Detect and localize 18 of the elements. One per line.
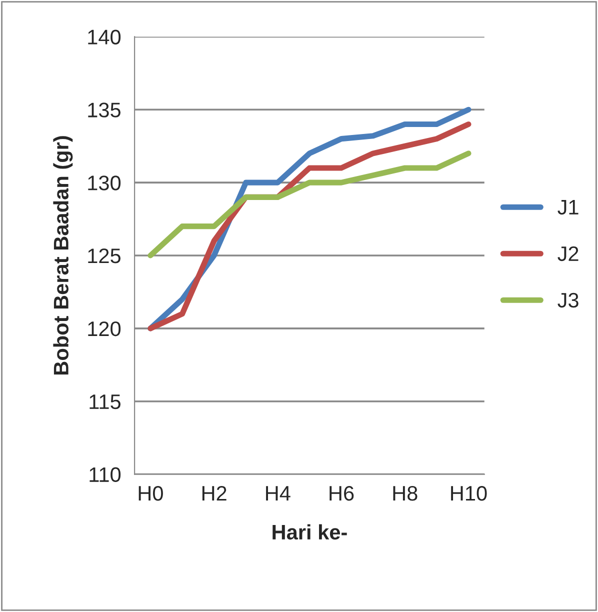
x-tick-label: H6 <box>330 486 354 501</box>
y-tick-label: 110 <box>90 467 121 482</box>
y-tick-label: 120 <box>88 321 121 336</box>
y-tick-label: 125 <box>88 248 120 264</box>
y-tick-label: 115 <box>90 394 120 410</box>
x-axis-title: Hari ke- <box>272 524 347 540</box>
legend-label: J2 <box>558 246 578 262</box>
legend-label: J1 <box>558 200 578 215</box>
x-tick-label: H4 <box>266 486 290 501</box>
x-tick-label: H10 <box>451 486 487 501</box>
y-tick-label: 130 <box>88 176 121 190</box>
x-tick-label: H8 <box>393 486 418 501</box>
y-axis-title: Bobot Berat Baadan (gr) <box>53 136 73 374</box>
legend-label: J3 <box>558 292 578 308</box>
x-tick-label: H0 <box>138 486 163 501</box>
y-tick-label: 140 <box>88 30 121 44</box>
y-tick-label: 135 <box>88 102 120 118</box>
x-tick-label: H2 <box>202 486 226 501</box>
